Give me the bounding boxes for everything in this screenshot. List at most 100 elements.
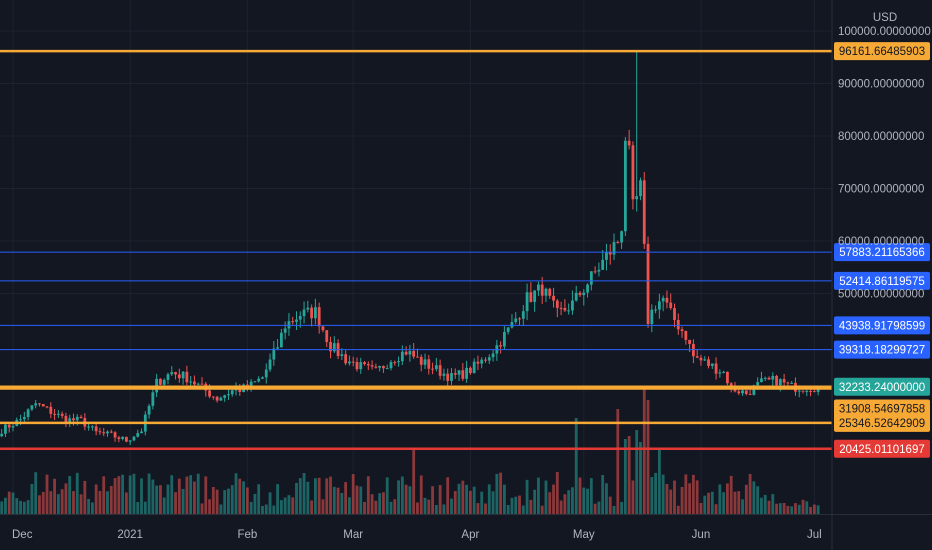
volume-bar [695,480,699,514]
volume-bar [253,493,257,514]
candle-body [491,353,495,358]
candle-body [563,307,567,311]
level-price-tag[interactable]: 20425.01101697 [834,439,930,458]
volume-bar [378,493,382,514]
volume-bar [582,487,586,514]
volume-bar [242,481,245,514]
volume-bar [223,490,227,514]
candle-body [268,359,272,370]
candle-body [657,301,661,310]
candle-body [370,365,374,367]
candle-body [404,351,408,355]
price-axis[interactable]: 100000.00000000 90000.00000000 80000.00000… [831,0,931,550]
candle-body [680,329,684,331]
volume-bar [790,506,794,514]
candle-body [544,288,548,296]
candle-body [695,356,699,358]
volume-bar [351,474,355,514]
candle-body [748,393,752,395]
volume-bar [366,476,370,514]
candle-body [416,356,419,358]
volume-bar [412,448,416,514]
candle-body [582,292,586,296]
candle-body [374,366,378,368]
level-price-tag[interactable]: 96161.66485903 [834,42,930,61]
candle-body [257,378,261,382]
volume-bar [676,505,680,514]
candle-body [348,361,351,364]
volume-bar [499,472,503,514]
volume-bar [484,503,487,514]
candle-body [525,292,529,312]
volume-bar [752,481,756,514]
price-tick-label: 100000.00000000 [838,26,931,38]
volume-bar [771,494,775,514]
candle-body [457,370,461,375]
date-tick-label: Mar [343,529,363,541]
candle-body [385,368,389,370]
volume-bar [518,495,521,514]
candle-body [480,359,484,364]
candle-body [230,390,234,395]
volume-bar [669,489,673,514]
volume-bar [737,491,741,514]
candle-body [423,359,427,365]
time-axis[interactable]: Dec 2021 Feb Mar Apr May Jun Jul [0,514,932,542]
candle-body [132,436,136,441]
candle-body [461,370,465,379]
volume-bar [786,505,790,514]
volume-bar [578,477,582,514]
volume-bar [431,486,434,514]
level-tag-label: 96161.66485903 [839,46,925,58]
candle-body [692,343,695,357]
level-price-tag[interactable]: 57883.21165366 [834,243,930,262]
volume-bar [748,474,752,514]
volume-bar [657,448,661,514]
volume-bar [348,497,351,514]
volume-bar [714,504,718,514]
level-price-tag[interactable]: 43938.91798599 [834,316,930,335]
candle-body [665,297,669,303]
volume-bar [654,472,657,514]
level-price-tag[interactable]: 31908.54697858 [834,399,930,418]
candle-body [185,371,189,383]
volume-bar [416,502,419,514]
volume-bar [306,481,310,514]
volume-bar [264,504,268,514]
level-price-tag[interactable]: 39318.18299727 [834,340,930,359]
level-price-tag[interactable]: 25346.52642909 [834,413,930,432]
candle-body [102,432,106,434]
volume-bar [559,500,563,514]
candle-body [555,300,559,308]
candle-body [718,372,722,374]
candle-body [147,405,151,415]
volume-bar [688,483,692,514]
volume-bar [60,489,64,514]
candle-body [775,375,778,386]
level-price-tag[interactable]: 32233.24000000 [834,377,930,396]
candle-body [778,379,782,386]
level-tag-bg [834,340,930,359]
candle-body [601,259,605,270]
currency-label: USD [873,12,897,24]
candle-body [30,405,34,410]
volume-bar [495,473,499,514]
candle-body [200,383,204,385]
volume-bar [809,506,812,514]
candle-body [340,354,344,356]
volume-bar [200,503,204,514]
volume-bar [215,489,219,514]
candle-body [56,413,60,415]
volume-bar [79,494,83,514]
volume-bar [181,488,185,514]
candle-body [676,320,680,330]
horizontal-levels[interactable]: 96161.66485903 57883.21165366 52414.861195… [0,42,930,458]
volume-bar [283,497,287,514]
candle-body [211,396,215,398]
level-price-tag[interactable]: 52414.86119575 [834,271,930,290]
candle-body [60,413,64,416]
candle-body [177,374,181,379]
volume-bar [794,503,797,514]
volume-bar [816,505,820,514]
